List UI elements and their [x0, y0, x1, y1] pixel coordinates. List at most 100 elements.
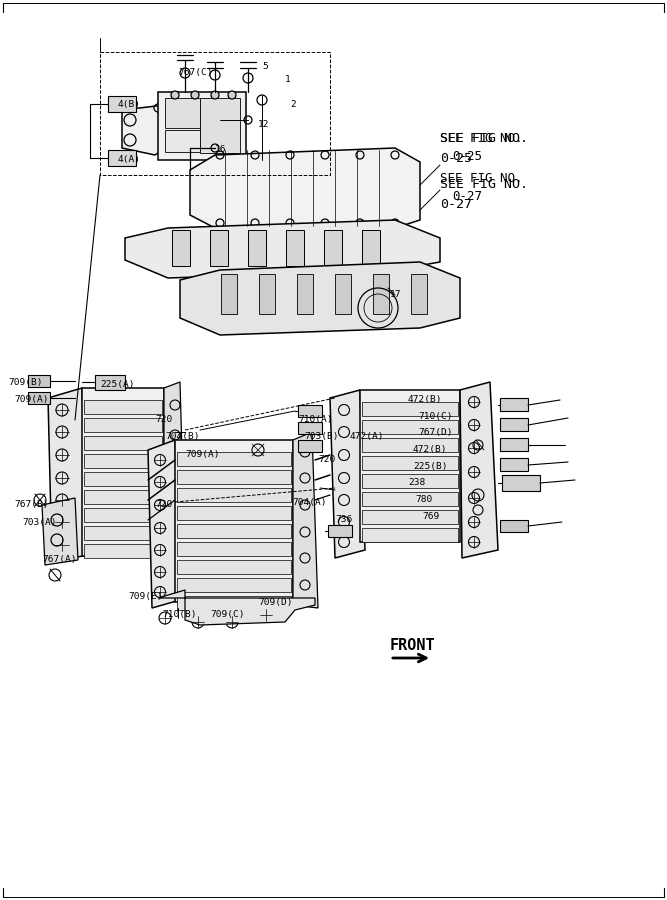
Polygon shape	[148, 440, 180, 608]
Circle shape	[191, 91, 199, 99]
Bar	[28, 392, 50, 404]
Text: 225(B): 225(B)	[413, 462, 448, 471]
Bar	[177, 452, 291, 466]
Bar	[175, 440, 293, 602]
Text: 703(B): 703(B)	[304, 432, 338, 441]
Bar	[335, 274, 351, 314]
Text: 720: 720	[318, 455, 336, 464]
Bar	[82, 388, 164, 556]
Bar	[84, 454, 162, 468]
Polygon shape	[122, 105, 170, 155]
Bar	[411, 274, 427, 314]
Bar	[177, 524, 291, 538]
Text: 710(B): 710(B)	[162, 610, 197, 619]
Bar	[248, 230, 266, 266]
Polygon shape	[125, 220, 440, 278]
Bar	[502, 475, 540, 491]
Bar	[298, 422, 322, 434]
Text: 709(E): 709(E)	[128, 592, 163, 601]
Text: 704(A): 704(A)	[292, 498, 327, 507]
Text: 704(B): 704(B)	[165, 432, 199, 441]
Text: 472(B): 472(B)	[413, 445, 448, 454]
Bar	[362, 492, 458, 506]
Circle shape	[171, 91, 179, 99]
Text: 736: 736	[335, 515, 352, 524]
Text: 225(A): 225(A)	[100, 380, 135, 389]
Bar	[362, 528, 458, 542]
Polygon shape	[330, 390, 365, 558]
Text: 5: 5	[262, 62, 267, 71]
Circle shape	[211, 91, 219, 99]
Text: 780: 780	[415, 495, 432, 504]
Text: 767(B): 767(B)	[14, 500, 49, 509]
Bar	[177, 560, 291, 574]
Text: SEE FIG NO.: SEE FIG NO.	[440, 172, 522, 185]
Bar	[158, 92, 246, 160]
Bar	[84, 508, 162, 522]
Text: 709(B): 709(B)	[8, 378, 43, 387]
Text: 0-27: 0-27	[440, 198, 472, 211]
Text: 709(A): 709(A)	[185, 450, 219, 459]
Text: 703(A): 703(A)	[22, 518, 57, 527]
Text: 16: 16	[215, 145, 227, 154]
Bar	[360, 390, 460, 542]
Bar	[328, 525, 352, 537]
Bar	[500, 418, 528, 431]
Bar	[177, 470, 291, 484]
Text: 2: 2	[290, 100, 295, 109]
Text: SEE FIG NO.: SEE FIG NO.	[440, 132, 522, 145]
Text: 17: 17	[390, 290, 402, 299]
Bar	[500, 520, 528, 532]
Text: 709(D): 709(D)	[258, 598, 293, 607]
Text: 4(A): 4(A)	[118, 155, 141, 164]
Bar	[84, 490, 162, 504]
Bar	[84, 472, 162, 486]
Bar	[297, 274, 313, 314]
Text: 472(B): 472(B)	[408, 395, 442, 404]
Bar	[108, 150, 136, 166]
Text: 710(A): 710(A)	[298, 415, 333, 424]
Bar	[362, 456, 458, 470]
Polygon shape	[158, 590, 315, 625]
Bar	[500, 398, 528, 411]
Bar	[177, 596, 291, 610]
Text: 0-25: 0-25	[440, 152, 472, 165]
Polygon shape	[42, 498, 78, 565]
Text: 4(B): 4(B)	[118, 100, 141, 109]
Bar	[200, 98, 240, 153]
Bar	[362, 510, 458, 524]
Circle shape	[228, 91, 236, 99]
Bar	[108, 96, 136, 112]
Bar	[286, 230, 304, 266]
Bar	[177, 488, 291, 502]
Text: 767(C): 767(C)	[178, 68, 213, 77]
Bar	[373, 274, 389, 314]
Text: 720: 720	[155, 500, 172, 509]
Bar	[177, 578, 291, 592]
Text: 767(A): 767(A)	[42, 555, 77, 564]
Bar	[165, 98, 200, 128]
Bar	[84, 418, 162, 432]
Text: 12: 12	[258, 120, 269, 129]
Bar	[500, 458, 528, 471]
Bar	[84, 526, 162, 540]
Polygon shape	[164, 382, 185, 558]
Bar	[362, 402, 458, 416]
Text: 769: 769	[422, 512, 440, 521]
Polygon shape	[190, 148, 420, 228]
Text: SEE FIG NO.: SEE FIG NO.	[440, 178, 528, 191]
Bar	[298, 405, 322, 417]
Text: 0-27: 0-27	[452, 190, 482, 203]
Bar	[84, 436, 162, 450]
Text: 1: 1	[285, 75, 291, 84]
Text: 238: 238	[408, 478, 426, 487]
Bar	[84, 400, 162, 414]
Text: 472(A): 472(A)	[350, 432, 384, 441]
Bar	[172, 230, 190, 266]
Bar	[324, 230, 342, 266]
Text: 709(C): 709(C)	[210, 610, 245, 619]
Bar	[500, 438, 528, 451]
Bar	[210, 230, 228, 266]
Text: SEE FIG NO.: SEE FIG NO.	[440, 132, 528, 145]
Bar	[362, 474, 458, 488]
